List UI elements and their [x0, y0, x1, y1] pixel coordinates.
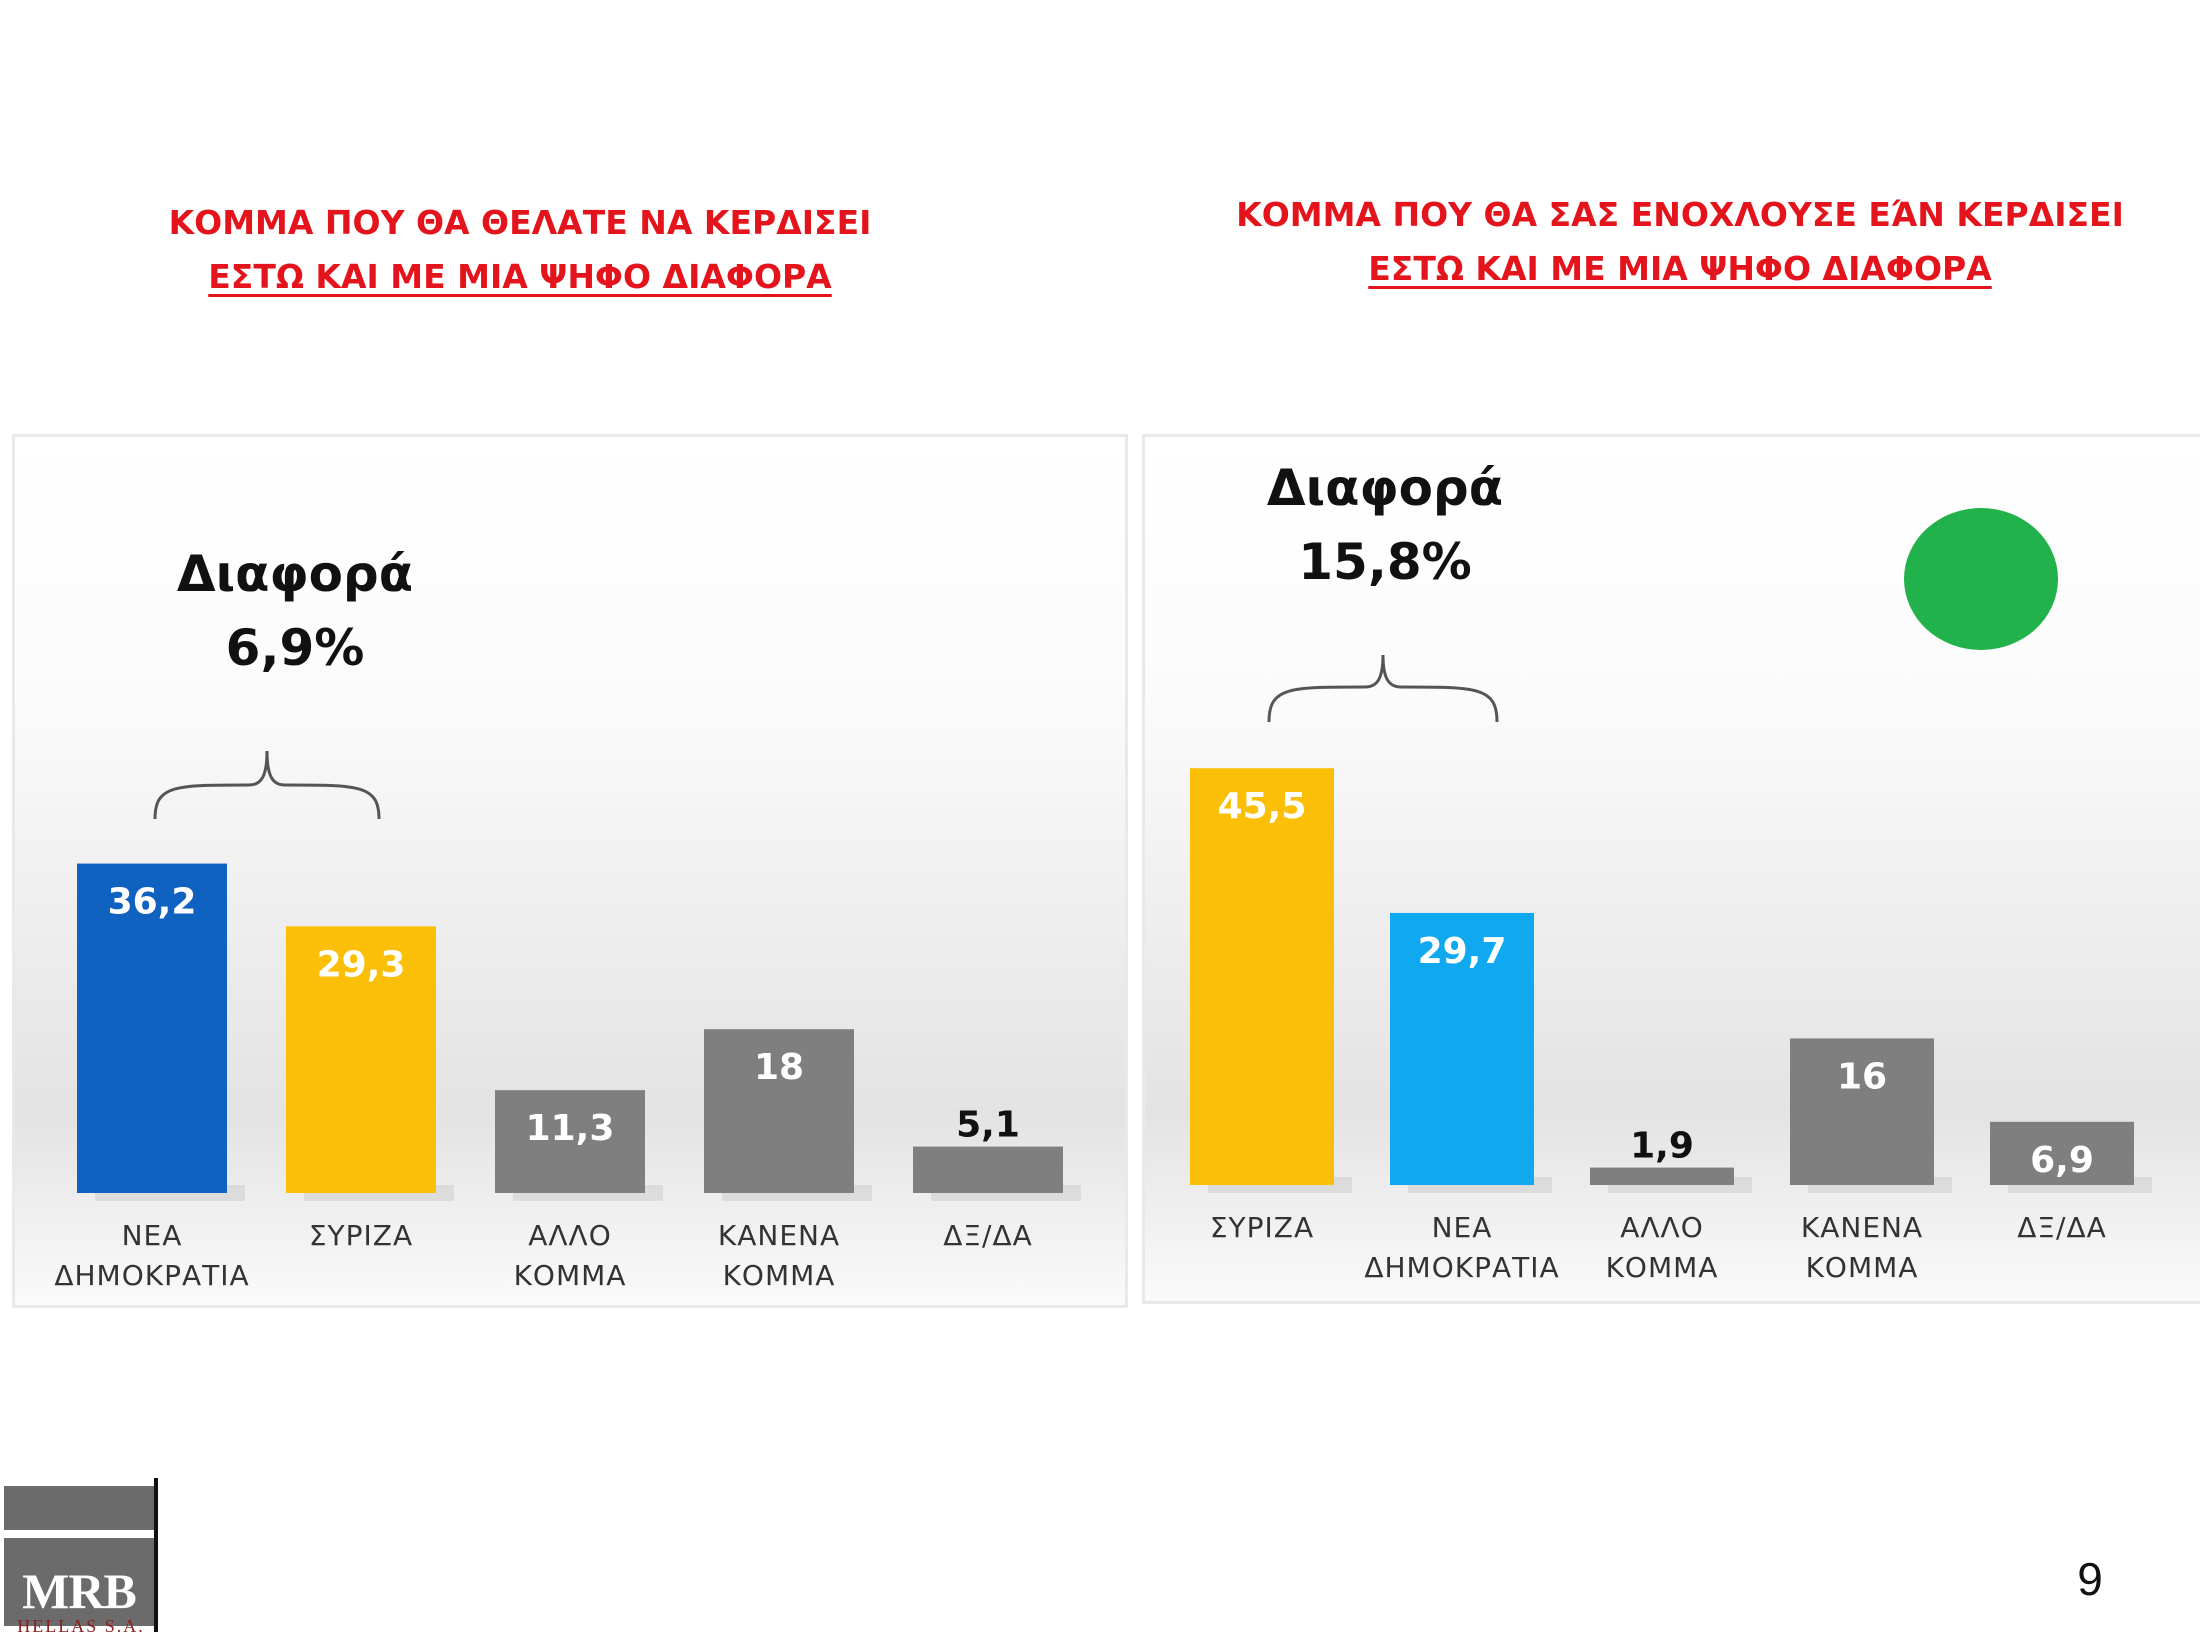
left-category-label: ΑΛΛΟ [528, 1219, 612, 1252]
right-category-label: ΣΥΡΙΖΑ [1210, 1211, 1314, 1244]
chart-title-right-line1: ΚΟΜΜΑ ΠΟΥ ΘΑ ΣΑΣ ΕΝΟΧΛΟΥΣΕ ΕΆΝ ΚΕΡΔΙΣΕΙ [1236, 195, 2124, 234]
right-bar [1190, 768, 1334, 1185]
chart-title-left: ΚΟΜΜΑ ΠΟΥ ΘΑ ΘΕΛΑΤΕ ΝΑ ΚΕΡΔΙΣΕΙ ΕΣΤΩ ΚΑΙ… [90, 196, 950, 304]
right-category-label: ΝΕΑ [1432, 1211, 1493, 1244]
chart-title-right-line2: ΕΣΤΩ ΚΑΙ ΜΕ ΜΙΑ ΨΗΦΟ ΔΙΑΦΟΡΑ [1368, 249, 1992, 288]
difference-annotation-right: Διαφορά 15,8% [1185, 451, 1585, 599]
right-category-label: ΑΛΛΟ [1620, 1211, 1704, 1244]
chart-title-left-line2: ΕΣΤΩ ΚΑΙ ΜΕ ΜΙΑ ΨΗΦΟ ΔΙΑΦΟΡΑ [208, 257, 832, 296]
left-category-label: ΚΑΝΕΝΑ [718, 1219, 840, 1252]
left-value-label: 11,3 [526, 1108, 615, 1149]
left-category-label: ΝΕΑ [122, 1219, 183, 1252]
right-category-label: ΔΗΜΟΚΡΑΤΙΑ [1364, 1251, 1559, 1284]
right-bar [1390, 912, 1534, 1185]
difference-label-left: Διαφορά [176, 545, 414, 603]
chart-panel-left: 36,2 ΝΕΑ ΔΗΜΟΚΡΑΤΙΑ 29,3 ΣΥΡΙΖΑ 11,3 ΑΛΛΟ ΚΟΜΜΑ… [12, 434, 1128, 1308]
left-bar [495, 1090, 645, 1193]
right-value-label: 29,7 [1418, 931, 1507, 972]
page-number: 9 [2077, 1553, 2103, 1605]
chart-title-left-line1: ΚΟΜΜΑ ΠΟΥ ΘΑ ΘΕΛΑΤΕ ΝΑ ΚΕΡΔΙΣΕΙ [168, 203, 872, 242]
mrb-logo: MRB HELLAS S.A. [0, 1478, 162, 1636]
right-category-label: ΔΞ/ΔΑ [2017, 1211, 2107, 1244]
right-value-label: 45,5 [1218, 786, 1307, 827]
left-value-label: 36,2 [108, 882, 197, 923]
chart-title-right: ΚΟΜΜΑ ΠΟΥ ΘΑ ΣΑΣ ΕΝΟΧΛΟΥΣΕ ΕΆΝ ΚΕΡΔΙΣΕΙ … [1200, 188, 2160, 296]
right-bar [1790, 1038, 1934, 1185]
right-value-label: 16 [1837, 1056, 1887, 1097]
left-category-label: ΔΞ/ΔΑ [943, 1219, 1033, 1252]
right-bar [1990, 1121, 2134, 1185]
logo-subtext: HELLAS S.A. [17, 1616, 145, 1636]
green-dot-marker [1904, 508, 2058, 650]
left-value-label: 5,1 [956, 1105, 1020, 1146]
left-category-label: ΔΗΜΟΚΡΑΤΙΑ [54, 1259, 249, 1292]
left-value-label: 29,3 [317, 944, 406, 985]
left-category-label: ΚΟΜΜΑ [723, 1259, 836, 1292]
right-category-label: ΚΟΜΜΑ [1606, 1251, 1719, 1284]
left-bar [913, 1146, 1063, 1193]
bar-chart-left: 36,2 ΝΕΑ ΔΗΜΟΚΡΑΤΙΑ 29,3 ΣΥΡΙΖΑ 11,3 ΑΛΛΟ ΚΟΜΜΑ… [54, 750, 1081, 1292]
right-category-label: ΚΟΜΜΑ [1806, 1251, 1919, 1284]
difference-value-left: 6,9% [225, 619, 365, 677]
difference-annotation-left: Διαφορά 6,9% [115, 537, 475, 685]
right-value-label: 6,9 [2030, 1140, 2094, 1181]
difference-value-right: 15,8% [1298, 533, 1472, 591]
left-bar [77, 863, 227, 1193]
logo-text: MRB [22, 1563, 137, 1619]
left-category-label: ΚΟΜΜΑ [514, 1259, 627, 1292]
left-value-label: 18 [754, 1047, 804, 1088]
right-difference-brace [1267, 654, 1499, 723]
left-difference-brace [153, 750, 381, 820]
right-category-label: ΚΑΝΕΝΑ [1801, 1211, 1923, 1244]
right-value-label: 1,9 [1630, 1126, 1694, 1167]
difference-label-right: Διαφορά [1266, 459, 1504, 517]
left-category-label: ΣΥΡΙΖΑ [309, 1219, 413, 1252]
bar-chart-right: 45,5 ΣΥΡΙΖΑ 29,7 ΝΕΑ ΔΗΜΟΚΡΑΤΙΑ 1,9 ΑΛΛΟ ΚΟΜΜΑ 1… [1190, 654, 2152, 1284]
left-bar [704, 1029, 854, 1193]
right-bar [1590, 1167, 1734, 1185]
left-bar [286, 926, 436, 1193]
